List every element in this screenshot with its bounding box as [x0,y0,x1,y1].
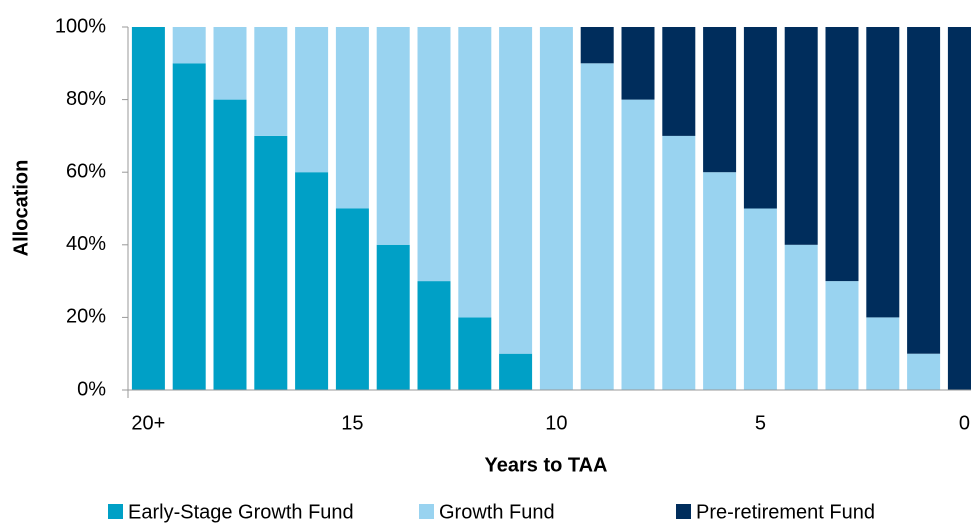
bar-segment [621,99,655,390]
bar-segment [784,27,818,245]
bar-segment [131,27,165,390]
bar-segment [703,27,737,173]
bar-segment [662,135,696,390]
bar-segment [825,281,859,390]
bar-segment [580,27,614,64]
bar-segment [376,244,410,390]
bar-segment [295,27,329,173]
bar-segment [866,317,900,390]
bar-segment [417,27,451,282]
legend-swatch [676,504,691,519]
bar-segment [743,208,777,390]
bar-segment [866,27,900,318]
bar-segment [784,244,818,390]
bar-segment [539,27,573,390]
bar-segment [295,172,329,390]
bar-segment [907,353,941,390]
legend-swatch [419,504,434,519]
bar-segment [580,63,614,391]
bar-segment [213,27,247,100]
bar-segment [907,27,941,354]
bar-segment [703,172,737,390]
bar-segment [172,27,206,64]
x-tick-label: 15 [341,412,363,434]
x-tick-label: 20+ [131,412,165,434]
legend-label: Early-Stage Growth Fund [128,501,354,523]
bar-segment [254,135,288,390]
y-tick-label: 40% [66,233,106,255]
y-tick-label: 100% [55,15,106,37]
y-tick-label: 0% [77,378,106,400]
x-tick-label: 0 [959,412,970,434]
x-tick-label: 10 [545,412,567,434]
bar-segment [499,353,533,390]
y-tick-label: 60% [66,160,106,182]
bar-segment [335,208,369,390]
bar-segment [947,27,971,390]
bar-segment [743,27,777,209]
bar-segment [499,27,533,354]
bar-segment [621,27,655,100]
bar-segment [458,27,492,318]
bar-segment [335,27,369,209]
bar-segment [458,317,492,390]
bar-segment [172,63,206,391]
bar-segment [376,27,410,245]
y-tick-label: 20% [66,306,106,328]
y-tick-label: 80% [66,88,106,110]
x-tick-label: 5 [755,412,766,434]
bar-segment [254,27,288,136]
bar-segment [213,99,247,390]
legend-swatch [108,504,123,519]
bar-segment [662,27,696,136]
bar-segment [825,27,859,282]
legend-label: Pre-retirement Fund [696,501,875,523]
legend-label: Growth Fund [439,501,555,523]
x-axis-label: Years to TAA [485,454,608,476]
bar-segment [417,281,451,390]
y-axis-label: Allocation [10,160,32,257]
